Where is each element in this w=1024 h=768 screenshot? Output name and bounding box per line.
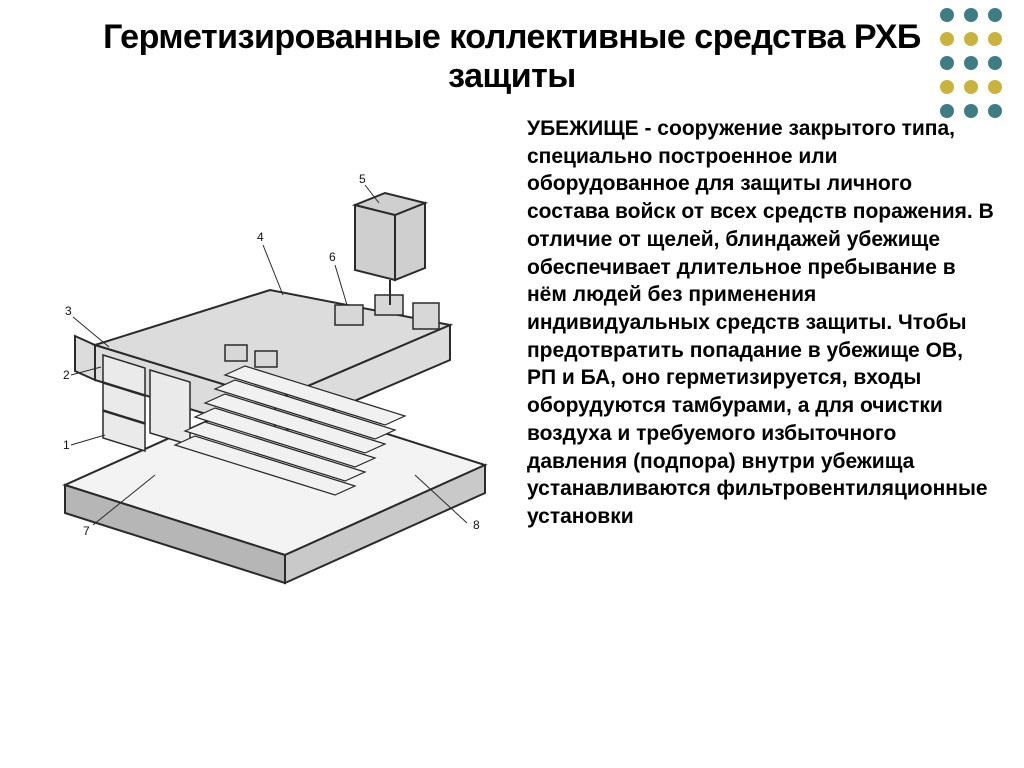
callout-2: 2 — [63, 368, 70, 382]
shelter-diagram: 1 2 3 4 5 6 7 8 — [35, 145, 505, 585]
callout-7: 7 — [83, 524, 90, 538]
decor-dot — [964, 32, 978, 46]
decor-dot — [940, 80, 954, 94]
decor-dot — [988, 56, 1002, 70]
content-row: 1 2 3 4 5 6 7 8 УБЕЖИЩЕ - сооружение зак… — [35, 115, 994, 748]
decor-dot — [988, 8, 1002, 22]
callout-3: 3 — [65, 304, 72, 318]
decor-dot — [964, 56, 978, 70]
body-text: УБЕЖИЩЕ - сооружение закрытого типа, спе… — [527, 115, 994, 748]
decor-dot — [964, 8, 978, 22]
callout-6: 6 — [329, 250, 336, 264]
callout-4: 4 — [257, 230, 264, 244]
decor-dot — [964, 80, 978, 94]
callout-1: 1 — [63, 438, 70, 452]
decor-dot — [988, 80, 1002, 94]
callout-5: 5 — [359, 172, 366, 186]
page-title: Герметизированные коллективные средства … — [40, 18, 984, 96]
decor-dot-grid — [940, 8, 1006, 122]
callout-8: 8 — [473, 518, 480, 532]
decor-dot — [940, 8, 954, 22]
decor-dot — [988, 32, 1002, 46]
decor-dot — [940, 32, 954, 46]
decor-dot — [940, 56, 954, 70]
